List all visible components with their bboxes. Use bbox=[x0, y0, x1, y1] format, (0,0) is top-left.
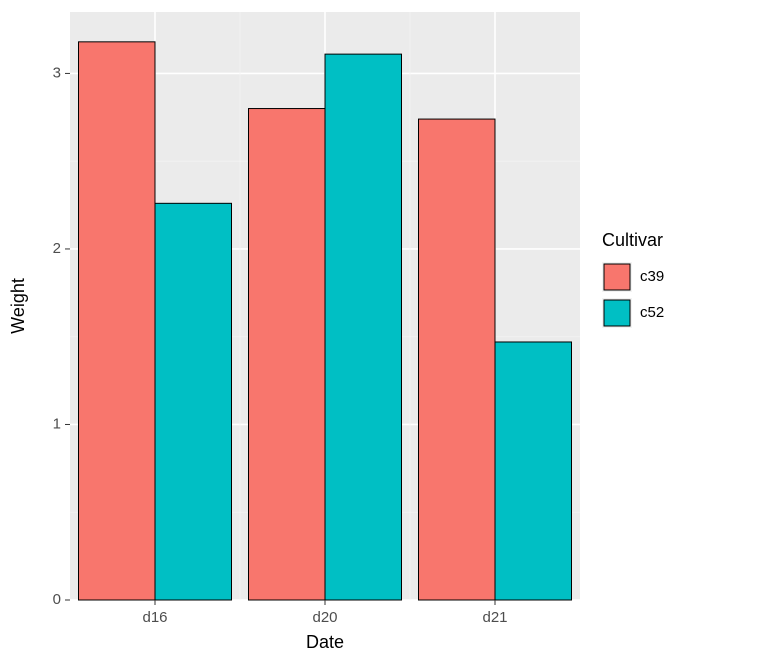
bar-c52-d20 bbox=[325, 54, 402, 600]
legend-label-c52: c52 bbox=[640, 304, 664, 321]
x-tick-label: d21 bbox=[482, 609, 507, 626]
bar-chart: 0 1 2 3 d16 d20 d21 Date Weight Cultivar c39 c52 bbox=[0, 0, 768, 672]
y-tick-label: 1 bbox=[53, 415, 61, 432]
x-tick-label: d16 bbox=[142, 609, 167, 626]
x-tick-label: d20 bbox=[312, 609, 337, 626]
y-axis-title: Weight bbox=[8, 278, 28, 334]
bar-c39-d20 bbox=[249, 109, 326, 600]
legend-swatch-c52 bbox=[604, 300, 630, 326]
bar-c39-d21 bbox=[419, 119, 496, 600]
legend-swatch-c39 bbox=[604, 264, 630, 290]
x-axis-title: Date bbox=[306, 632, 344, 652]
chart-container: 0 1 2 3 d16 d20 d21 Date Weight Cultivar c39 c52 bbox=[0, 0, 768, 672]
bar-c39-d16 bbox=[79, 42, 156, 600]
bar-c52-d16 bbox=[155, 203, 232, 600]
bar-c52-d21 bbox=[495, 342, 572, 600]
y-tick-label: 2 bbox=[53, 240, 61, 257]
y-tick-label: 0 bbox=[53, 591, 61, 608]
legend-title: Cultivar bbox=[602, 230, 663, 250]
legend-label-c39: c39 bbox=[640, 268, 664, 285]
y-tick-label: 3 bbox=[53, 64, 61, 81]
